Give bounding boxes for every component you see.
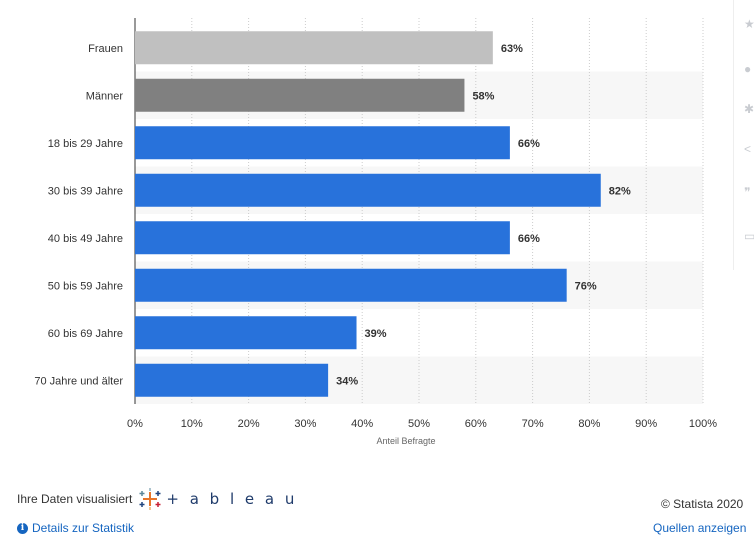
category-label: 60 bis 69 Jahre — [48, 328, 123, 340]
share-icon[interactable]: < — [744, 142, 752, 156]
bell-icon[interactable]: ● — [744, 62, 752, 76]
x-tick-label: 80% — [578, 418, 600, 430]
tableau-credit: Ihre Daten visualisiert + a b l e a u — [17, 488, 297, 510]
bar[interactable] — [135, 363, 329, 397]
value-label: 39% — [365, 328, 387, 340]
details-link-label: Details zur Statistik — [32, 521, 135, 535]
quote-icon[interactable]: ❞ — [744, 185, 751, 199]
tableau-cross-icon — [139, 488, 161, 510]
category-label: 40 bis 49 Jahre — [48, 233, 123, 245]
value-label: 66% — [518, 233, 540, 245]
x-axis-title: Anteil Befragte — [376, 436, 435, 446]
bar[interactable] — [135, 31, 493, 65]
category-label: Männer — [86, 90, 124, 102]
category-label: 18 bis 29 Jahre — [48, 138, 123, 150]
x-tick-label: 60% — [465, 418, 487, 430]
star-icon[interactable]: ★ — [744, 17, 754, 31]
bar-chart: Frauen Männer 18 bis 29 Jahre 30 bis 39 Jah… — [34, 18, 717, 446]
info-icon: i — [17, 522, 28, 534]
value-label: 63% — [501, 43, 523, 55]
x-tick-label: 90% — [635, 418, 657, 430]
value-label: 34% — [336, 375, 358, 387]
category-labels: Frauen Männer 18 bis 29 Jahre 30 bis 39 Jah… — [34, 43, 123, 388]
visualize-text: Ihre Daten visualisiert — [17, 492, 133, 506]
tableau-wordmark: + a b l e a u — [166, 490, 298, 508]
print-icon[interactable]: ▭ — [744, 229, 754, 243]
value-label: 66% — [518, 138, 540, 150]
sources-link[interactable]: Quellen anzeigen — [653, 521, 747, 535]
copyright: © Statista 2020 — [661, 497, 744, 511]
value-labels: 63% 58% 66% 82% 66% 76% 39% 34% — [336, 43, 631, 388]
bar[interactable] — [135, 268, 567, 302]
value-label: 76% — [575, 280, 597, 292]
side-toolbar: ★ ● ✱ < ❞ ▭ — [733, 0, 754, 270]
gear-icon[interactable]: ✱ — [744, 102, 754, 116]
x-tick-label: 70% — [522, 418, 544, 430]
x-tick-label: 100% — [689, 418, 717, 430]
category-label: 70 Jahre und älter — [34, 375, 123, 387]
x-tick-label: 0% — [127, 418, 143, 430]
bar[interactable] — [135, 316, 357, 350]
x-tick-label: 50% — [408, 418, 430, 430]
bar[interactable] — [135, 126, 510, 160]
x-tick-labels: 0% 10% 20% 30% 40% 50% 60% 70% 80% 90% 100% — [127, 418, 717, 430]
details-link[interactable]: i Details zur Statistik — [17, 521, 134, 535]
x-tick-label: 30% — [294, 418, 316, 430]
value-label: 58% — [472, 90, 494, 102]
category-label: Frauen — [88, 43, 123, 55]
bar[interactable] — [135, 221, 510, 255]
category-label: 30 bis 39 Jahre — [48, 185, 123, 197]
bar[interactable] — [135, 78, 465, 112]
x-tick-label: 20% — [238, 418, 260, 430]
bar[interactable] — [135, 173, 601, 207]
category-label: 50 bis 59 Jahre — [48, 280, 123, 292]
x-tick-label: 40% — [351, 418, 373, 430]
x-tick-label: 10% — [181, 418, 203, 430]
tableau-logo[interactable]: + a b l e a u — [138, 488, 297, 510]
value-label: 82% — [609, 185, 631, 197]
bars — [135, 31, 601, 397]
